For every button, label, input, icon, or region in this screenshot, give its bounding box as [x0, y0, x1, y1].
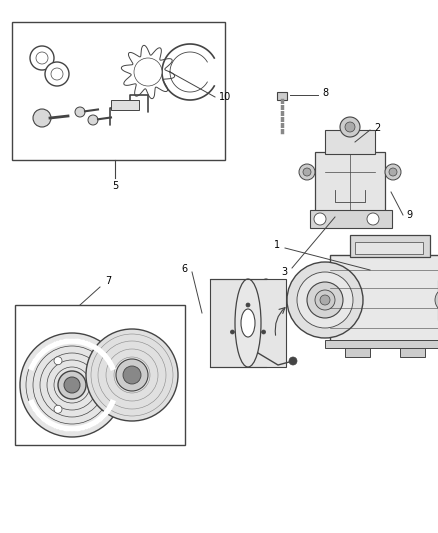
Circle shape [36, 52, 48, 64]
Text: 2: 2 [374, 123, 380, 133]
Text: 3: 3 [281, 267, 287, 277]
Circle shape [389, 168, 397, 176]
Circle shape [96, 381, 104, 389]
Circle shape [75, 107, 85, 117]
Circle shape [51, 68, 63, 80]
Circle shape [385, 164, 401, 180]
Bar [277, 92, 287, 100]
Bar [210, 279, 286, 367]
Circle shape [86, 329, 178, 421]
Text: 7: 7 [105, 276, 111, 286]
Ellipse shape [235, 279, 261, 367]
Circle shape [345, 122, 355, 132]
Circle shape [64, 377, 80, 393]
Bar [400, 345, 425, 357]
Circle shape [261, 330, 265, 334]
Circle shape [45, 62, 69, 86]
Circle shape [314, 213, 326, 225]
Circle shape [320, 295, 330, 305]
Bar [350, 235, 430, 257]
Bar [310, 210, 392, 228]
Circle shape [246, 303, 250, 307]
Circle shape [230, 330, 234, 334]
Circle shape [88, 115, 98, 125]
Circle shape [54, 357, 62, 365]
Ellipse shape [241, 309, 255, 337]
Circle shape [33, 109, 51, 127]
Text: 10: 10 [219, 92, 231, 102]
Circle shape [289, 357, 297, 365]
Circle shape [315, 290, 335, 310]
Circle shape [287, 262, 363, 338]
Circle shape [299, 164, 315, 180]
Bar [15, 305, 185, 445]
Circle shape [54, 405, 62, 413]
Circle shape [435, 288, 438, 312]
Bar [330, 255, 438, 345]
Bar [315, 152, 385, 212]
Circle shape [134, 58, 162, 86]
Text: 8: 8 [322, 88, 328, 98]
Bar [325, 130, 375, 154]
Text: 1: 1 [274, 240, 280, 250]
Circle shape [123, 366, 141, 384]
Circle shape [367, 213, 379, 225]
Circle shape [30, 46, 54, 70]
Bar [355, 242, 423, 254]
Circle shape [307, 282, 343, 318]
Circle shape [116, 359, 148, 391]
Circle shape [297, 272, 353, 328]
Circle shape [58, 371, 86, 399]
Circle shape [340, 117, 360, 137]
Bar [325, 340, 438, 348]
Ellipse shape [253, 279, 279, 367]
Bar [12, 22, 225, 160]
Circle shape [20, 333, 124, 437]
Text: 6: 6 [182, 264, 188, 274]
Text: 9: 9 [406, 210, 412, 220]
Bar [111, 100, 139, 110]
Circle shape [303, 168, 311, 176]
Bar [345, 345, 370, 357]
Text: 5: 5 [112, 181, 118, 191]
